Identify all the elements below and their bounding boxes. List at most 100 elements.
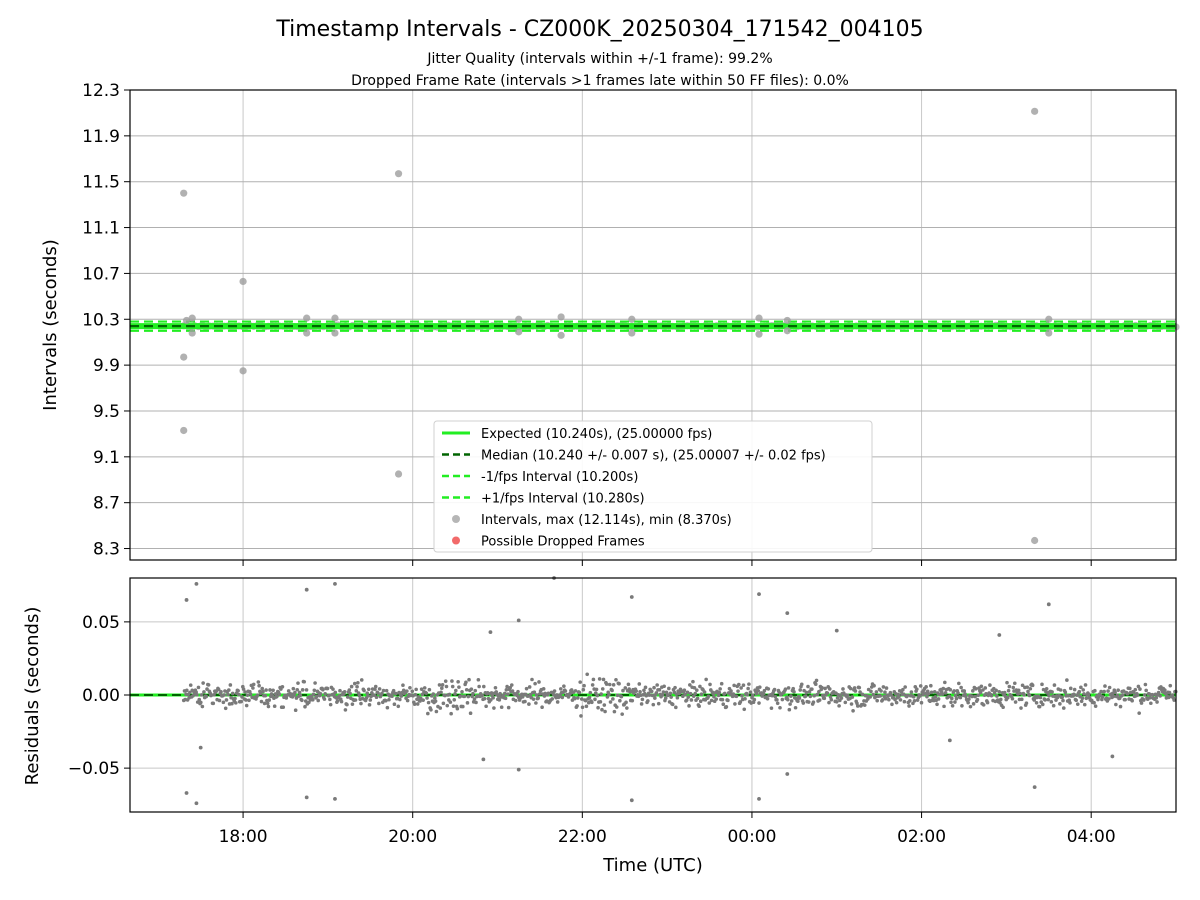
- residual-point: [1084, 696, 1089, 701]
- interval-point: [1031, 536, 1039, 545]
- residual-point: [608, 700, 613, 704]
- residual-point: [661, 690, 666, 694]
- residual-point: [1054, 698, 1058, 702]
- residual-point: [533, 681, 537, 686]
- residual-point: [869, 689, 873, 694]
- residual-point: [610, 688, 614, 693]
- residual-point: [1102, 689, 1106, 694]
- residual-point: [803, 694, 808, 698]
- residual-point: [773, 694, 778, 699]
- residual-point: [1168, 683, 1173, 688]
- residual-point: [724, 705, 729, 709]
- residual-point: [534, 701, 538, 705]
- residual-point: [345, 695, 350, 699]
- residual-point: [1086, 692, 1091, 697]
- residual-point: [853, 689, 858, 693]
- residual-point: [202, 690, 206, 694]
- residual-point: [348, 691, 352, 696]
- residual-point: [995, 694, 999, 698]
- residual-point: [537, 692, 542, 696]
- residual-point: [757, 796, 761, 801]
- residual-point: [434, 709, 439, 714]
- residual-point: [757, 701, 761, 705]
- interval-point: [239, 367, 247, 375]
- residual-point: [901, 687, 905, 692]
- residual-point: [513, 698, 518, 703]
- residual-point: [580, 705, 585, 710]
- residual-point: [979, 684, 984, 689]
- residual-point: [789, 699, 794, 703]
- residual-point: [1044, 686, 1049, 691]
- residual-point: [581, 687, 586, 692]
- residual-point: [692, 685, 697, 690]
- residual-point: [683, 692, 687, 697]
- residual-point: [1103, 684, 1107, 688]
- top-data: [130, 107, 1180, 545]
- residual-point: [957, 681, 961, 686]
- residual-point: [708, 682, 712, 687]
- residual-point: [1138, 687, 1142, 691]
- residual-point: [637, 682, 642, 686]
- residual-point: [312, 688, 317, 693]
- residual-point: [468, 711, 473, 715]
- residual-point: [421, 698, 425, 702]
- residual-point: [611, 683, 616, 687]
- residual-point: [985, 700, 990, 705]
- residual-point: [966, 700, 970, 705]
- residual-point: [971, 689, 975, 693]
- residual-point: [1013, 700, 1018, 704]
- residual-point: [216, 687, 221, 692]
- residual-point: [264, 688, 268, 692]
- residual-point: [342, 690, 347, 694]
- residual-point: [508, 685, 513, 690]
- residual-point: [1118, 704, 1123, 709]
- residual-point: [384, 698, 388, 703]
- residual-point: [1041, 687, 1046, 692]
- residual-point: [390, 694, 394, 699]
- residual-point: [277, 692, 282, 697]
- residual-point: [1022, 693, 1026, 697]
- residual-point: [184, 598, 189, 602]
- residual-point: [757, 685, 762, 689]
- residual-point: [638, 689, 642, 694]
- residual-point: [652, 685, 656, 690]
- interval-point: [783, 316, 791, 325]
- residual-point: [1125, 692, 1130, 696]
- residual-point: [444, 684, 449, 689]
- residual-point: [244, 698, 248, 702]
- residual-point: [598, 700, 603, 704]
- legend-dot-swatch: [452, 515, 460, 523]
- residual-point: [783, 687, 788, 692]
- residual-point: [534, 693, 539, 697]
- residual-point: [221, 700, 226, 705]
- residual-point: [302, 679, 307, 684]
- residual-point: [456, 679, 460, 684]
- residual-point: [1115, 693, 1120, 698]
- residual-point: [454, 688, 458, 693]
- residual-point: [1172, 698, 1176, 702]
- residual-point: [597, 677, 602, 681]
- residual-point: [1100, 695, 1105, 699]
- residual-point: [1133, 687, 1138, 692]
- residual-point: [1028, 686, 1033, 691]
- residual-point: [1011, 685, 1016, 690]
- residual-point: [1038, 695, 1043, 700]
- residual-point: [792, 690, 796, 694]
- residual-point: [670, 702, 675, 707]
- interval-point: [331, 329, 339, 337]
- residual-point: [391, 688, 396, 693]
- residual-point: [785, 611, 790, 615]
- residual-point: [439, 690, 443, 695]
- residual-point: [620, 712, 624, 716]
- residual-point: [674, 705, 678, 710]
- residual-point: [412, 702, 417, 706]
- residual-point: [943, 680, 947, 685]
- residual-point: [1010, 696, 1015, 701]
- legend-label: Intervals, max (12.114s), min (8.370s): [481, 513, 732, 528]
- residual-point: [855, 704, 860, 708]
- interval-point: [394, 170, 403, 178]
- residual-point: [1130, 698, 1134, 703]
- residual-point: [410, 689, 415, 694]
- residual-point: [356, 680, 360, 685]
- residual-point: [926, 691, 931, 696]
